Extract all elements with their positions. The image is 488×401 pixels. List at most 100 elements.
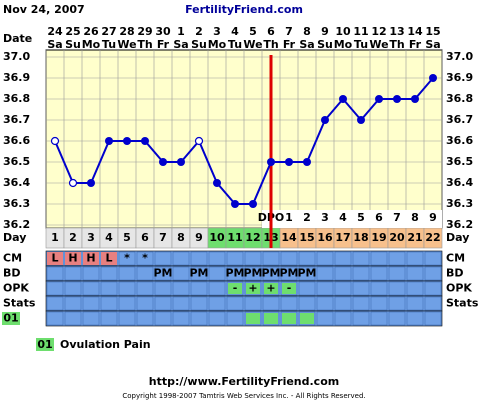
row-cell xyxy=(100,296,118,311)
cm-value: * xyxy=(142,252,148,265)
row-cell xyxy=(190,296,208,311)
row-cell xyxy=(154,296,172,311)
weekday-label: Fr xyxy=(409,38,422,51)
day-label: 19 xyxy=(371,231,386,244)
day-label: 1 xyxy=(51,231,59,244)
row-cell xyxy=(424,251,442,266)
y-tick-label: 36.3 xyxy=(446,197,473,210)
row-cell xyxy=(424,281,442,296)
row-cell xyxy=(406,296,424,311)
row-cell xyxy=(334,266,352,281)
row-cell xyxy=(280,266,298,281)
row-cell xyxy=(136,251,154,266)
weekday-label: We xyxy=(369,38,388,51)
chart-date: Nov 24, 2007 xyxy=(3,3,85,16)
day-label: 4 xyxy=(105,231,113,244)
day-label: 18 xyxy=(353,231,368,244)
legend-text: Ovulation Pain xyxy=(60,338,151,351)
row-cell xyxy=(100,281,118,296)
temperature-point xyxy=(321,116,329,124)
row-cell xyxy=(82,311,100,326)
row-cell xyxy=(298,311,316,326)
dpo-band xyxy=(262,210,442,228)
row-label: BD xyxy=(446,267,464,280)
opk-value: + xyxy=(266,282,275,295)
opk-cell xyxy=(282,283,296,294)
date-label: 13 xyxy=(389,25,404,38)
opk-cell xyxy=(264,283,278,294)
row-label: Date xyxy=(3,32,32,45)
y-tick-label: 36.2 xyxy=(3,218,30,231)
row-cell xyxy=(118,311,136,326)
row-cell xyxy=(406,251,424,266)
cm-cell xyxy=(101,252,117,265)
row-cell xyxy=(64,296,82,311)
row-cell xyxy=(226,251,244,266)
row-cell xyxy=(388,311,406,326)
temperature-point xyxy=(141,137,149,145)
date-label: 25 xyxy=(65,25,80,38)
y-tick-label: 36.8 xyxy=(3,92,30,105)
symptom-cell xyxy=(300,313,314,324)
cm-value: * xyxy=(124,252,130,265)
weekday-label: Tu xyxy=(354,38,368,51)
legend-swatch xyxy=(36,338,54,351)
row-cell xyxy=(172,251,190,266)
temperature-point xyxy=(50,136,60,146)
row-cell xyxy=(406,266,424,281)
row-cell xyxy=(226,266,244,281)
row-cell xyxy=(334,311,352,326)
row-cell xyxy=(64,281,82,296)
y-tick-label: 37.0 xyxy=(446,50,473,63)
bd-value: PM xyxy=(189,267,208,280)
temperature-point xyxy=(249,200,257,208)
y-tick-label: 36.6 xyxy=(446,134,473,147)
y-tick-label: 36.5 xyxy=(446,155,473,168)
row-cell xyxy=(352,311,370,326)
bd-value: PM xyxy=(261,267,280,280)
row-cell xyxy=(334,251,352,266)
dpo-number: 8 xyxy=(411,211,419,224)
row-cell xyxy=(352,281,370,296)
row-cell xyxy=(136,296,154,311)
weekday-label: Sa xyxy=(425,38,440,51)
row-label: Day xyxy=(446,231,469,244)
row-cell xyxy=(370,281,388,296)
row-cell xyxy=(352,266,370,281)
row-cell xyxy=(118,251,136,266)
opk-cell xyxy=(228,283,242,294)
y-tick-label: 36.7 xyxy=(3,113,30,126)
day-label: 17 xyxy=(335,231,350,244)
row-cell xyxy=(46,296,64,311)
weekday-label: Sa xyxy=(173,38,188,51)
date-label: 12 xyxy=(371,25,386,38)
date-label: 3 xyxy=(213,25,221,38)
temperature-line xyxy=(54,77,434,205)
row-cell xyxy=(208,251,226,266)
cm-cell xyxy=(83,252,99,265)
weekday-label: Mo xyxy=(208,38,227,51)
temperature-point xyxy=(159,158,167,166)
opk-cell xyxy=(246,283,260,294)
row-cell xyxy=(424,296,442,311)
day-label: 8 xyxy=(177,231,185,244)
day-label: 11 xyxy=(227,231,242,244)
y-tick-label: 36.3 xyxy=(3,197,30,210)
weekday-label: Su xyxy=(317,38,333,51)
day-label: 15 xyxy=(299,231,314,244)
y-tick-label: 37.0 xyxy=(3,50,30,63)
row-cell xyxy=(208,281,226,296)
date-label: 27 xyxy=(101,25,116,38)
temperature-point xyxy=(429,74,437,82)
row-cell xyxy=(406,281,424,296)
dpo-number: 1 xyxy=(285,211,293,224)
weekday-label: Tu xyxy=(228,38,242,51)
y-tick-label: 36.7 xyxy=(446,113,473,126)
date-label: 14 xyxy=(407,25,423,38)
row-cell xyxy=(226,296,244,311)
row-cell xyxy=(46,266,64,281)
y-tick-label: 36.4 xyxy=(3,176,30,189)
temperature-point xyxy=(194,136,204,146)
row-label-box xyxy=(2,312,20,325)
